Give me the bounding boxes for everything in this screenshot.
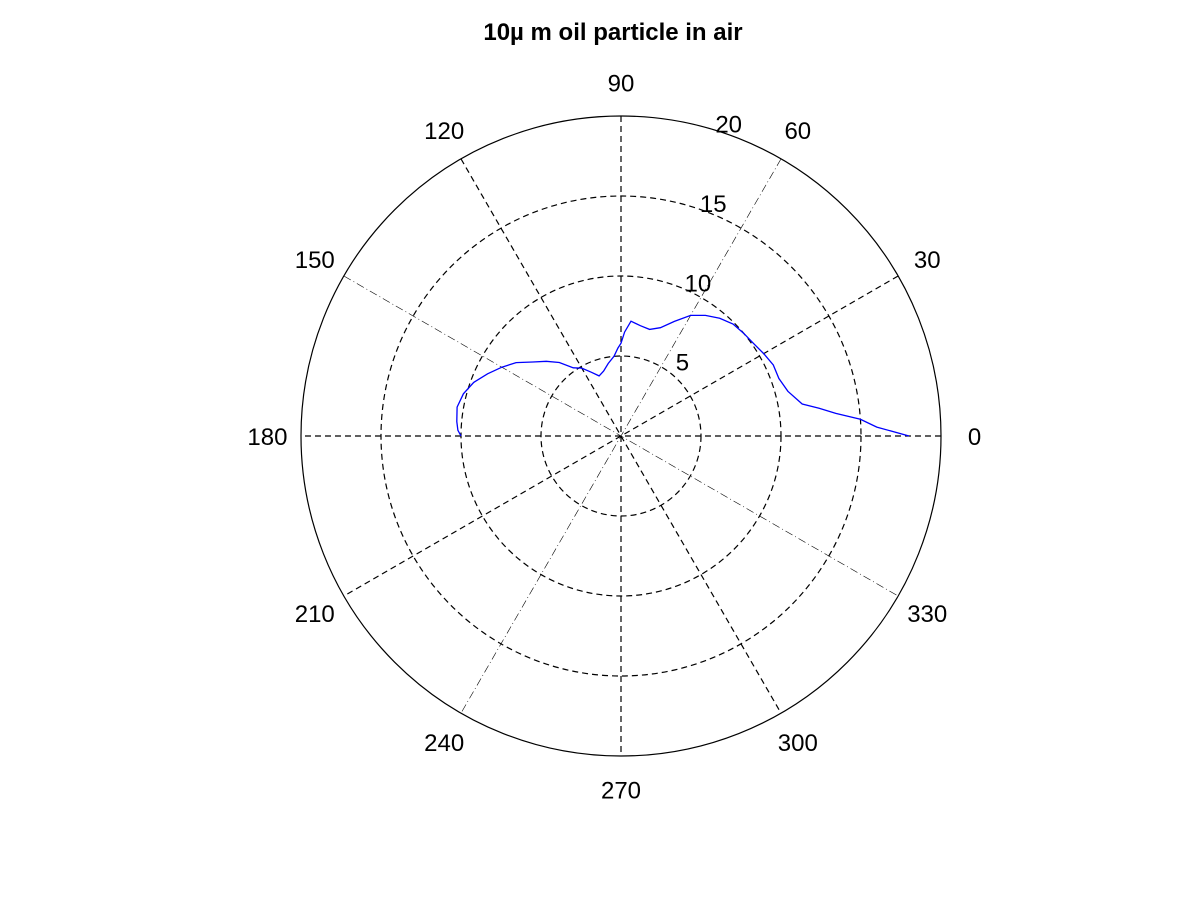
- angle-label-240: 240: [424, 730, 464, 757]
- chart-title: 10µ m oil particle in air: [483, 19, 742, 46]
- series-group: [456, 314, 910, 437]
- r-label-10: 10: [684, 270, 711, 297]
- angle-label-300: 300: [778, 730, 818, 757]
- angle-label-180: 180: [247, 424, 287, 451]
- angle-label-330: 330: [907, 601, 947, 628]
- angle-label-270: 270: [601, 778, 641, 805]
- angle-label-90: 90: [608, 70, 635, 97]
- r-label-20: 20: [715, 112, 742, 139]
- series-line-0: [456, 314, 910, 437]
- polar-grid: [300, 115, 942, 757]
- angle-tick-labels: 0 30 60 90 120 150 180 210 240 270 300 330: [247, 70, 981, 804]
- spoke-150: [343, 275, 899, 597]
- angle-label-0: 0: [968, 424, 981, 451]
- angle-label-60: 60: [784, 118, 811, 145]
- r-label-15: 15: [700, 191, 727, 218]
- angle-label-120: 120: [424, 118, 464, 145]
- angle-label-150: 150: [295, 247, 335, 274]
- angle-label-30: 30: [914, 247, 941, 274]
- r-label-5: 5: [676, 350, 689, 377]
- radial-tick-labels: 5 10 15 20: [676, 112, 742, 377]
- angle-label-210: 210: [295, 601, 335, 628]
